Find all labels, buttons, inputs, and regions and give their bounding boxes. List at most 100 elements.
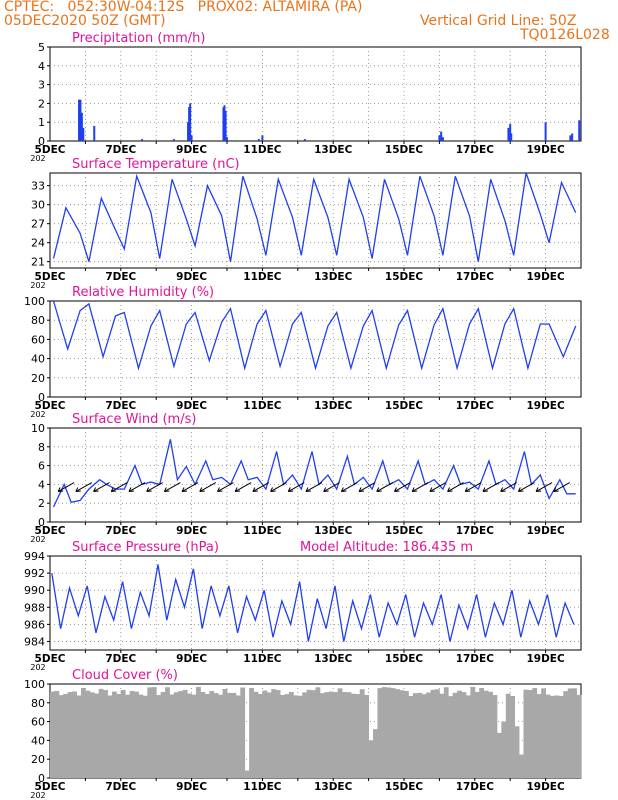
cloud-bar — [111, 691, 117, 778]
precip-bar — [79, 99, 82, 141]
wind-vector-head — [411, 487, 418, 493]
wind-vector — [305, 482, 323, 492]
panel5-ytick-label: 994 — [24, 550, 45, 563]
wind-vector-head — [394, 487, 400, 493]
cloud-bar — [58, 695, 64, 778]
panel6-ytick-label: 80 — [31, 697, 45, 710]
panel2-ytick-label: 33 — [31, 180, 45, 193]
wind-vector — [323, 482, 340, 492]
panel4-series-line — [52, 439, 576, 508]
wind-vector — [535, 482, 553, 492]
panel4-ytick-label: 10 — [31, 422, 45, 435]
wind-vector-head — [305, 487, 312, 493]
panel1-xtick-label: 19DEC — [526, 144, 565, 156]
cloud-bar — [408, 695, 414, 778]
precip-bar — [188, 107, 191, 141]
cloud-bar — [63, 693, 69, 778]
cloud-bar — [527, 690, 533, 778]
precip-bar — [441, 137, 444, 141]
cloud-bar — [107, 695, 113, 778]
precip-bar — [187, 122, 190, 141]
cloud-bar — [89, 692, 95, 778]
cloud-bar — [350, 693, 356, 778]
cloud-bar — [337, 688, 343, 778]
wind-vector-head — [358, 487, 365, 493]
cloud-bar — [567, 688, 573, 778]
cloud-bar — [572, 688, 577, 778]
cloud-bar — [474, 691, 480, 778]
panel4-xtick-label: 19DEC — [526, 525, 565, 537]
precip-bar — [82, 127, 85, 141]
panel3-xtick-label: 13DEC — [314, 400, 353, 412]
wind-vector — [482, 482, 500, 492]
panel3-title: Relative Humidity (%) — [72, 285, 214, 300]
cloud-bar — [532, 688, 538, 778]
cloud-bar — [72, 691, 77, 778]
wind-vector-head — [323, 487, 329, 493]
cloud-bar — [541, 688, 546, 778]
panel2-ytick-label: 24 — [31, 237, 45, 250]
panel3-xtick-label: 19DEC — [526, 400, 565, 412]
cloud-bar — [519, 754, 524, 778]
wind-vector — [429, 482, 447, 492]
precip-bar — [190, 135, 193, 141]
precip-bar — [438, 135, 441, 141]
panel6-xtick-label: 13DEC — [314, 781, 353, 793]
panel6-ytick-label: 20 — [31, 753, 45, 766]
wind-vector-head — [217, 487, 223, 493]
panel3-frame — [49, 300, 582, 398]
cloud-bar — [182, 689, 188, 778]
precip-bar — [80, 112, 83, 141]
wind-vector — [288, 482, 305, 492]
wind-vector — [128, 482, 146, 492]
wind-vector — [376, 482, 394, 492]
cloud-bar — [187, 693, 192, 778]
header-grid-note: Vertical Grid Line: 50Z — [420, 13, 577, 29]
cloud-bar — [262, 690, 268, 778]
panel2-xtick-label: 5DEC — [35, 271, 66, 283]
panel5-xtick-label: 5DEC — [35, 653, 66, 665]
cloud-bar — [134, 691, 139, 778]
panel5-ytick-label: 990 — [24, 584, 45, 597]
panel6-xtick-label: 7DEC — [105, 781, 136, 793]
cloud-bar — [465, 695, 471, 778]
precip-bar — [224, 110, 227, 141]
panel5-ytick-label: 988 — [24, 601, 45, 614]
wind-vector-head — [75, 487, 81, 493]
cloud-bar — [434, 689, 440, 778]
panel5-xtick-label: 11DEC — [243, 653, 282, 665]
cloud-bar — [191, 694, 197, 778]
panel5-xtick-label: 7DEC — [105, 653, 136, 665]
panel4-xtick-label: 17DEC — [456, 525, 495, 537]
cloud-bar — [266, 692, 272, 778]
wind-vector — [181, 482, 199, 492]
wind-vector-head — [464, 487, 471, 493]
cloud-bar — [293, 695, 299, 778]
panel5-ytick-label: 984 — [24, 635, 45, 648]
cloud-bar — [315, 687, 321, 778]
cloud-bar — [395, 689, 400, 778]
cloud-bar — [240, 687, 246, 778]
panel2-xtick-label: 11DEC — [243, 271, 282, 283]
cloud-bar — [138, 694, 144, 778]
panel4-xtick-label: 15DEC — [385, 525, 424, 537]
panel6-title: Cloud Cover (%) — [72, 668, 178, 683]
panel6-xtick-label: 5DEC — [35, 781, 66, 793]
precip-bar — [569, 135, 572, 141]
panel4-xtick-label: 13DEC — [314, 525, 353, 537]
cloud-bar — [359, 689, 365, 778]
wind-vector — [447, 482, 464, 492]
panel6-year-label: 202 — [30, 791, 45, 800]
panel4-year-label: 202 — [30, 535, 45, 544]
wind-vector-head — [93, 487, 99, 493]
cloud-bar — [257, 694, 263, 778]
wind-vector — [518, 482, 535, 492]
cloud-bar — [333, 692, 339, 778]
cloud-bar — [550, 695, 555, 778]
cloud-bar — [244, 770, 250, 778]
wind-vector-head — [128, 487, 135, 493]
wind-vector — [394, 482, 411, 492]
wind-vector — [341, 482, 358, 492]
precip-bar — [509, 124, 512, 141]
